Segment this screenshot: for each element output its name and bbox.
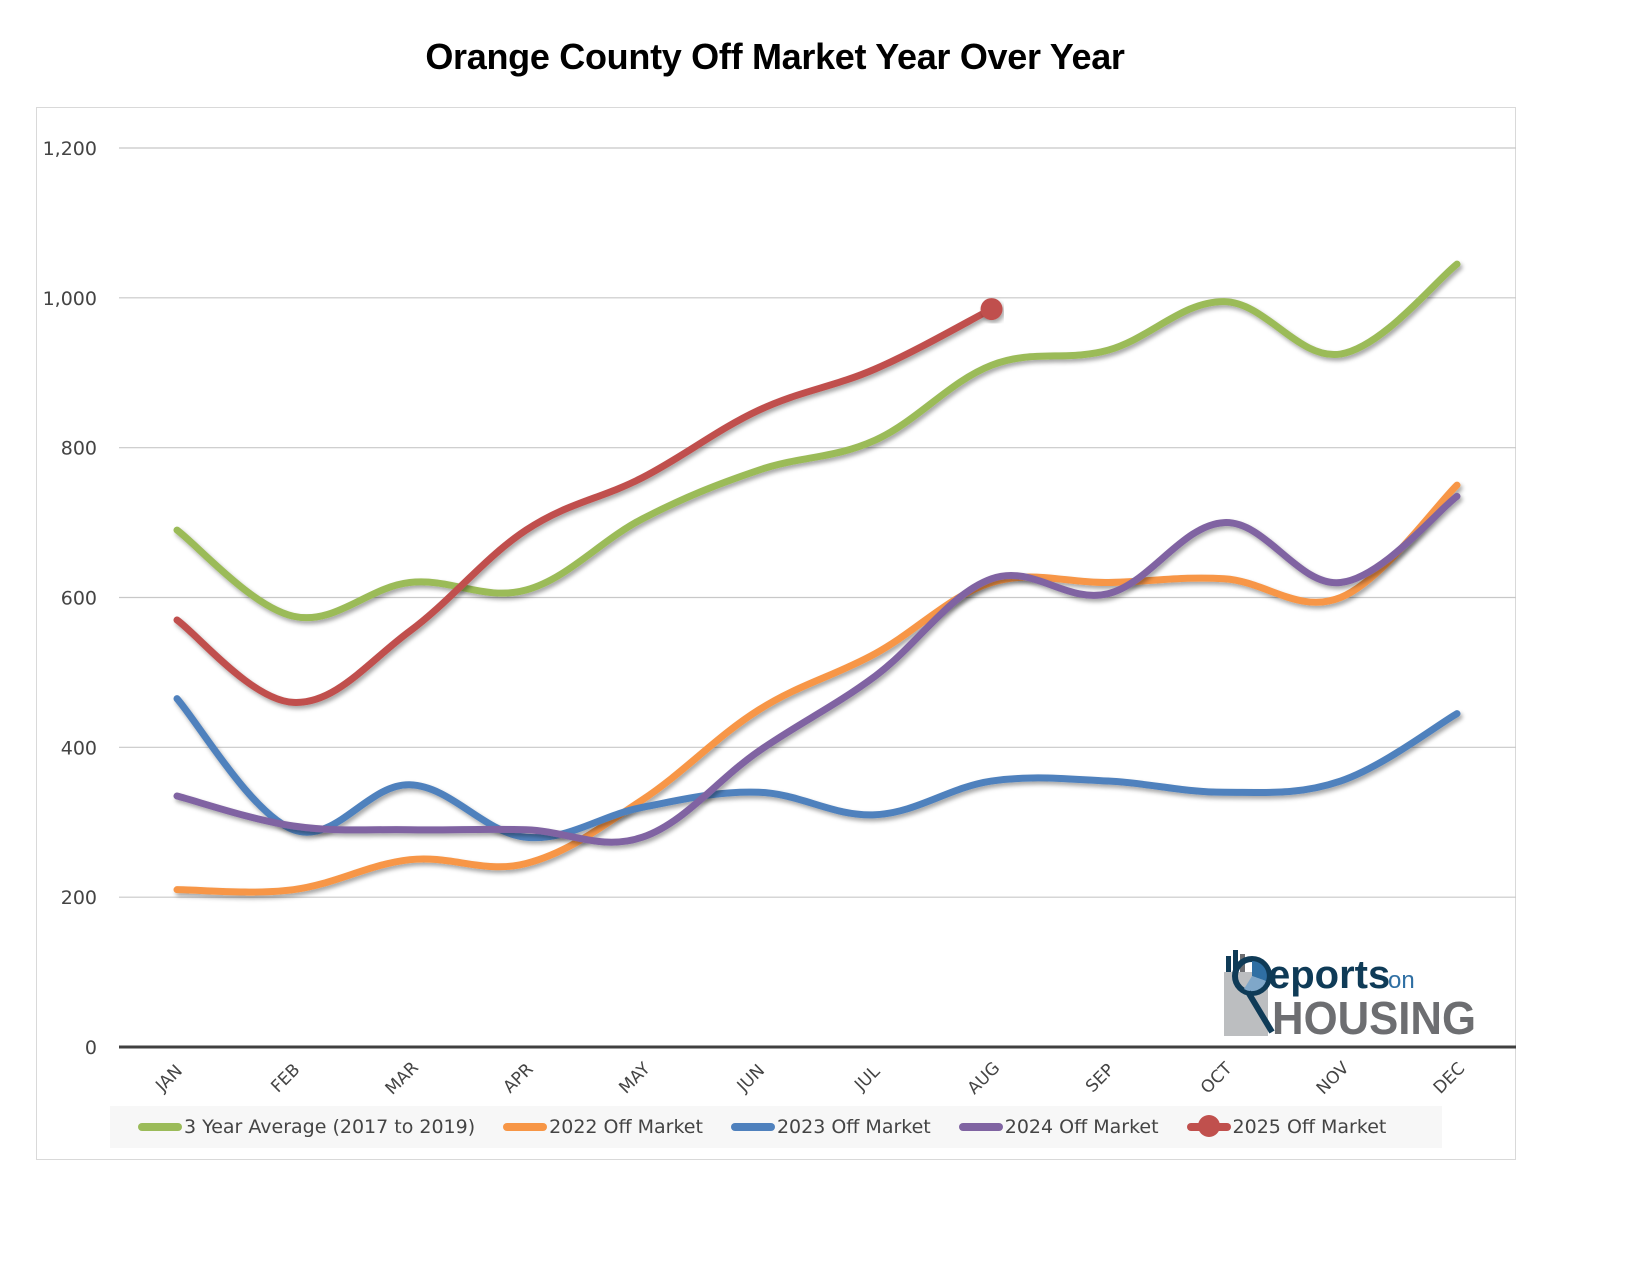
x-tick-label: AUG <box>964 1058 1004 1098</box>
legend-swatch <box>138 1123 182 1131</box>
logo-svg: eports on HOUSING <box>1224 950 1476 1044</box>
legend-swatch <box>503 1123 548 1131</box>
legend-label: 2025 Off Market <box>1232 1116 1387 1138</box>
logo-text-housing: HOUSING <box>1272 992 1476 1040</box>
legend-item: 2025 Off Market <box>1186 1115 1387 1138</box>
chart-title-text: Orange County Off Market Year Over Year <box>425 36 1125 77</box>
legend-label: 2022 Off Market <box>549 1116 703 1138</box>
x-axis-ticks: JAN FEB MAR APR MAY JUN JUL AUG SEP OCT NOV DEC <box>151 1058 1469 1099</box>
logo-text-on: on <box>1388 967 1415 994</box>
y-tick-label: 1,200 <box>43 138 97 160</box>
legend-item: 2022 Off Market <box>503 1116 703 1138</box>
logo-magnifier-handle <box>1245 990 1275 1034</box>
series-2025-off-market <box>173 298 1003 706</box>
y-tick-label: 400 <box>61 737 97 759</box>
logo-bar-1 <box>1226 956 1231 972</box>
series-line <box>173 492 1461 846</box>
x-tick-label: MAY <box>615 1058 655 1098</box>
x-tick-label: OCT <box>1197 1058 1237 1098</box>
legend-label: 2023 Off Market <box>776 1116 931 1138</box>
series-2022-off-market <box>173 481 1461 896</box>
legend-swatch <box>1186 1115 1231 1137</box>
reports-on-housing-logo: eports on HOUSING <box>1222 948 1482 1044</box>
series-line <box>173 481 1461 896</box>
y-axis-ticks: 0 200 400 600 800 1,000 1,200 <box>43 138 97 1059</box>
y-tick-label: 0 <box>85 1037 97 1059</box>
series-line <box>173 305 996 706</box>
legend-label: 3 Year Average (2017 to 2019) <box>184 1116 476 1138</box>
x-tick-label: JAN <box>151 1061 186 1096</box>
legend-swatch <box>958 1123 1003 1131</box>
series-lines <box>173 260 1461 896</box>
legend-swatch <box>730 1123 775 1131</box>
x-tick-label: FEB <box>267 1060 304 1097</box>
legend-label: 2024 Off Market <box>1004 1116 1159 1138</box>
x-tick-label: SEP <box>1082 1060 1119 1097</box>
logo-pie-slice-2 <box>1244 976 1266 992</box>
gridlines <box>119 147 1516 898</box>
y-tick-label: 600 <box>61 588 97 610</box>
x-tick-label: JUL <box>850 1062 884 1096</box>
y-tick-label: 200 <box>61 887 97 909</box>
x-tick-label: MAR <box>382 1058 423 1099</box>
x-tick-label: APR <box>500 1059 538 1097</box>
chart-title: Orange County Off Market Year Over Year <box>0 36 1550 78</box>
x-tick-label: DEC <box>1430 1059 1469 1098</box>
legend-marker <box>1197 1115 1220 1137</box>
logo-bar-2 <box>1233 950 1238 972</box>
series-line <box>173 695 1461 842</box>
legend-item: 2024 Off Market <box>958 1116 1159 1138</box>
y-tick-label: 800 <box>61 438 97 460</box>
x-tick-label: NOV <box>1313 1058 1354 1099</box>
logo-pie-slice <box>1252 961 1267 981</box>
series-2023-off-market <box>173 695 1461 842</box>
y-tick-label: 1,000 <box>43 288 97 310</box>
series-2024-off-market <box>173 492 1461 846</box>
legend-item: 2023 Off Market <box>730 1116 931 1138</box>
series-end-marker <box>980 298 1003 321</box>
legend-item: 3 Year Average (2017 to 2019) <box>138 1116 475 1138</box>
series-3-year-average-2017-to-2019 <box>173 260 1461 622</box>
chart-legend: 3 Year Average (2017 to 2019) 2022 Off Ma… <box>110 1106 1442 1148</box>
series-line <box>173 260 1461 622</box>
logo-text-reports: eports <box>1268 953 1390 997</box>
x-tick-label: JUN <box>733 1061 769 1097</box>
